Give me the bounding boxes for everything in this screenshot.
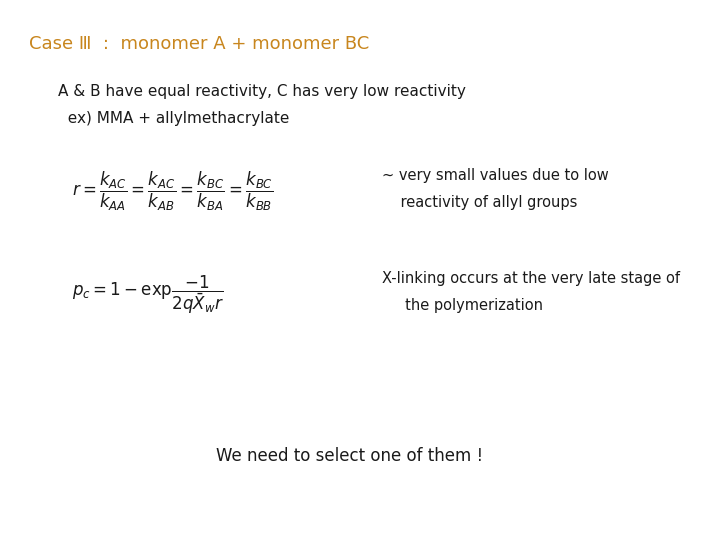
Text: ~ very small values due to low: ~ very small values due to low: [382, 168, 608, 183]
Text: We need to select one of them !: We need to select one of them !: [216, 447, 483, 465]
Text: the polymerization: the polymerization: [382, 298, 543, 313]
Text: X-linking occurs at the very late stage of: X-linking occurs at the very late stage …: [382, 271, 680, 286]
Text: reactivity of allyl groups: reactivity of allyl groups: [382, 195, 577, 210]
Text: A & B have equal reactivity, C has very low reactivity: A & B have equal reactivity, C has very …: [58, 84, 465, 99]
Text: ex) MMA + allylmethacrylate: ex) MMA + allylmethacrylate: [58, 111, 289, 126]
Text: $p_c = 1 - \mathrm{exp}\dfrac{-1}{2q\bar{X}_w r}$: $p_c = 1 - \mathrm{exp}\dfrac{-1}{2q\bar…: [72, 273, 224, 315]
Text: Case Ⅲ  :  monomer A + monomer BC: Case Ⅲ : monomer A + monomer BC: [29, 35, 369, 53]
Text: $r = \dfrac{k_{AC}}{k_{AA}} = \dfrac{k_{AC}}{k_{AB}} = \dfrac{k_{BC}}{k_{BA}} = : $r = \dfrac{k_{AC}}{k_{AA}} = \dfrac{k_{…: [72, 170, 274, 213]
